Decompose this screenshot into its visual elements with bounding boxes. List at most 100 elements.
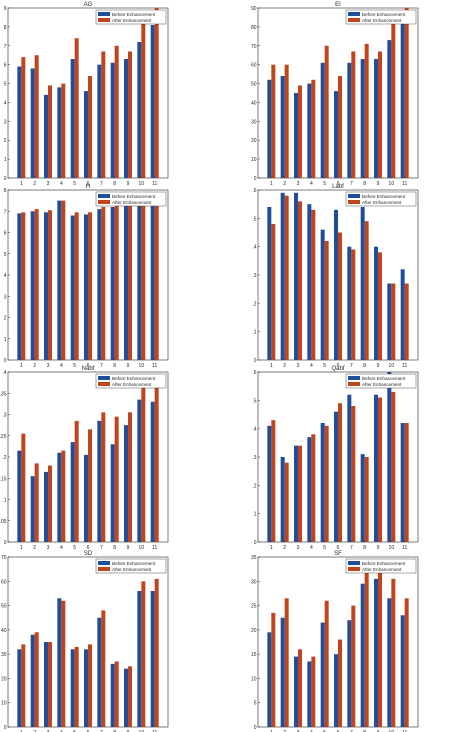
y-tick-label: 50 (1, 604, 7, 610)
bar-after-5 (324, 425, 329, 542)
bar-after-6 (88, 429, 92, 542)
x-tick-label: 1 (20, 181, 23, 187)
x-tick-label: 7 (350, 730, 353, 732)
bar-after-6 (88, 644, 92, 727)
y-tick-label: .5 (252, 216, 256, 222)
bar-after-5 (74, 646, 79, 727)
x-tick-label: 5 (323, 545, 326, 551)
x-tick-label: 3 (47, 363, 50, 369)
x-tick-label: 5 (73, 181, 76, 187)
bar-before-10 (387, 598, 392, 727)
y-tick-label: 3 (4, 294, 7, 300)
y-tick-label: 80 (251, 25, 257, 31)
bar-before-11 (400, 615, 405, 727)
y-tick-label: 30 (251, 579, 257, 585)
bar-after-4 (61, 83, 66, 178)
y-tick-label: 0 (254, 176, 257, 182)
x-tick-label: 4 (310, 181, 313, 187)
bar-before-7 (97, 209, 102, 360)
bar-after-9 (128, 666, 132, 727)
bar-before-7 (97, 64, 102, 178)
bar-after-11 (404, 598, 409, 727)
legend-label-after: After Enhancement (112, 200, 152, 205)
bar-after-5 (324, 241, 329, 360)
y-tick-label: .5 (252, 398, 256, 404)
x-tick-label: 10 (389, 730, 395, 732)
x-tick-label: 2 (33, 363, 36, 369)
y-tick-label: 40 (1, 628, 7, 634)
legend-label-after: After Enhancement (362, 382, 402, 387)
bar-before-8 (110, 62, 115, 178)
y-tick-label: 50 (251, 82, 257, 88)
x-tick-label: 2 (33, 730, 36, 732)
bar-before-8 (360, 583, 365, 727)
bar-before-3 (44, 642, 48, 727)
bar-before-10 (387, 283, 392, 360)
bar-after-2 (34, 209, 39, 360)
legend-box (95, 558, 167, 574)
x-tick-label: 4 (310, 363, 313, 369)
legend-swatch-before (98, 376, 110, 380)
bar-after-11 (154, 197, 159, 360)
bar-after-9 (378, 397, 382, 542)
x-tick-label: 9 (377, 181, 380, 187)
bar-before-8 (360, 59, 365, 178)
bar-after-3 (48, 210, 52, 360)
bar-after-10 (391, 391, 396, 542)
x-tick-label: 11 (402, 730, 407, 732)
x-tick-label: 9 (127, 730, 130, 732)
bar-after-7 (101, 51, 106, 178)
y-tick-label: 30 (251, 119, 257, 125)
x-tick-label: 11 (152, 730, 157, 732)
bar-after-4 (311, 79, 316, 178)
legend-swatch-after (348, 382, 360, 386)
chart-title: Qabf (331, 366, 344, 372)
bar-before-4 (307, 661, 312, 727)
x-tick-label: 11 (152, 545, 157, 551)
chart-title: SF (334, 551, 342, 557)
bar-before-8 (360, 454, 365, 542)
legend-swatch-before (348, 12, 360, 16)
legend-swatch-before (348, 376, 360, 380)
x-tick-label: 5 (323, 363, 326, 369)
legend-swatch-after (348, 567, 360, 571)
y-tick-label: 6 (4, 231, 7, 237)
bar-before-11 (400, 23, 405, 178)
bar-after-9 (378, 252, 382, 360)
bar-after-2 (284, 462, 289, 542)
legend-swatch-after (98, 200, 110, 204)
y-tick-label: 0 (4, 725, 7, 731)
x-tick-label: 10 (139, 730, 145, 732)
bar-before-3 (44, 212, 48, 360)
bar-after-7 (101, 412, 106, 542)
bar-before-10 (137, 42, 142, 178)
bar-before-9 (124, 425, 128, 542)
bar-after-6 (338, 639, 342, 727)
x-tick-label: 11 (152, 181, 157, 187)
y-tick-label: 60 (251, 63, 257, 69)
legend-label-before: Before Enhancement (112, 194, 156, 199)
chart-panel-qabf: Qabf 0 .1 .2 .3 .4 .5 .6 1 2 3 4 5 6 7 8 9 10 11 Before Enh… (252, 366, 419, 551)
x-tick-label: 9 (127, 181, 130, 187)
chart-title: H (86, 184, 90, 190)
bar-after-6 (338, 76, 342, 178)
bar-after-1 (21, 433, 26, 542)
bar-before-10 (137, 399, 142, 542)
bar-before-6 (334, 209, 338, 360)
x-tick-label: 9 (377, 363, 380, 369)
legend-label-before: Before Enhancement (362, 12, 406, 17)
y-tick-label: 70 (251, 44, 257, 50)
y-tick-label: 7 (4, 44, 7, 50)
bar-before-9 (374, 394, 378, 542)
bar-before-4 (57, 452, 62, 542)
bar-before-7 (97, 420, 102, 542)
x-tick-label: 3 (297, 545, 300, 551)
bar-before-9 (124, 668, 128, 727)
bar-before-5 (70, 215, 75, 360)
legend-swatch-before (98, 12, 110, 16)
y-tick-label: 7 (4, 209, 7, 215)
legend-swatch-after (98, 18, 110, 22)
bar-before-8 (110, 207, 115, 360)
bar-after-5 (324, 600, 329, 727)
bar-after-3 (48, 85, 52, 178)
